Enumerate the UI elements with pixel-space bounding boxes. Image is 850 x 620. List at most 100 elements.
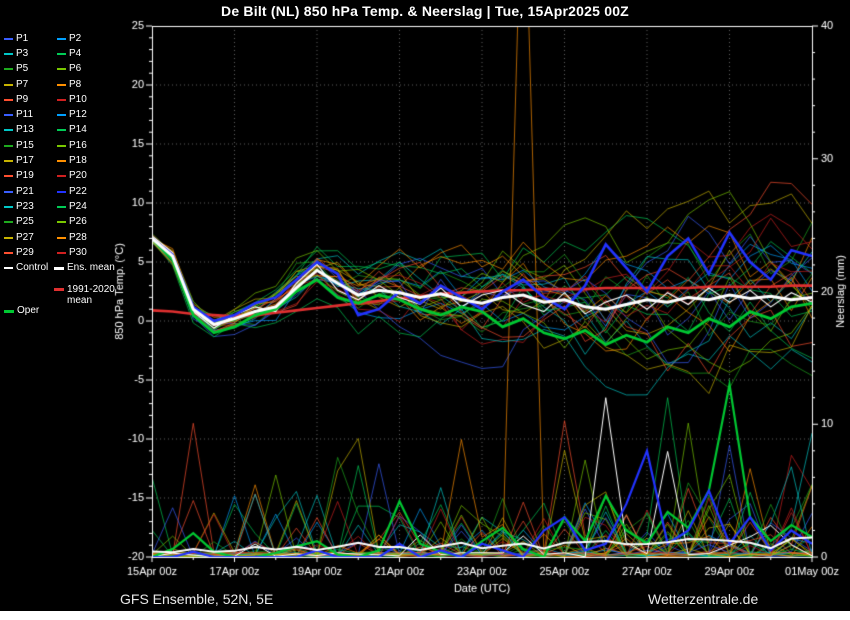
member-label: P7 — [16, 78, 29, 90]
member-line-sample — [4, 251, 13, 254]
member-line-sample — [4, 68, 13, 71]
member-line-sample — [57, 98, 66, 101]
member-line-sample — [4, 114, 13, 117]
page-title: De Bilt (NL) 850 hPa Temp. & Neerslag | … — [221, 3, 629, 19]
legend-ens-mean-label: Ens. mean — [67, 262, 115, 273]
legend-control-entry: Control — [4, 263, 48, 273]
member-line-sample — [57, 205, 66, 208]
member-label: P18 — [69, 155, 87, 167]
legend-member-p28: P28 — [57, 230, 110, 245]
member-line-sample — [4, 52, 13, 55]
legend-member-p11: P11 — [4, 107, 57, 122]
member-line-sample — [4, 221, 13, 224]
member-line-sample — [57, 236, 66, 239]
member-label: P4 — [69, 47, 82, 59]
member-label: P6 — [69, 63, 82, 75]
oper-line-sample — [4, 309, 14, 313]
member-label: P25 — [16, 216, 34, 228]
member-label: P20 — [69, 170, 87, 182]
legend-climate-line2: mean — [67, 295, 93, 306]
member-line-sample — [57, 251, 66, 254]
legend-member-p30: P30 — [57, 245, 110, 260]
member-label: P23 — [16, 200, 34, 212]
legend-member-p1: P1 — [4, 31, 57, 46]
member-label: P26 — [69, 216, 87, 228]
member-label: P24 — [69, 200, 87, 212]
legend-climate-mean-label: 1991-2020 mean — [67, 284, 115, 306]
member-label: P15 — [16, 139, 34, 151]
member-label: P12 — [69, 109, 87, 121]
member-label: P11 — [16, 109, 34, 121]
member-line-sample — [4, 129, 13, 132]
member-line-sample — [57, 221, 66, 224]
member-label: P16 — [69, 139, 87, 151]
member-label: P30 — [69, 246, 87, 258]
legend-member-p6: P6 — [57, 62, 110, 77]
legend-member-p4: P4 — [57, 46, 110, 61]
member-label: P19 — [16, 170, 34, 182]
member-label: P2 — [69, 32, 82, 44]
ensemble-members-legend: P1 P2 P3 P4 P5 P6 P7 P8 P9 P10 P11 P12 P13 P14 P15 P16 P… — [4, 31, 110, 260]
legend-member-p23: P23 — [4, 199, 57, 214]
model-caption: GFS Ensemble, 52N, 5E — [120, 591, 274, 607]
control-line-sample — [4, 267, 13, 269]
legend-member-p7: P7 — [4, 77, 57, 92]
legend-control-label: Control — [16, 262, 49, 273]
legend-climate-line1: 1991-2020 — [67, 284, 115, 295]
member-line-sample — [57, 175, 66, 178]
legend-member-p29: P29 — [4, 245, 57, 260]
member-label: P9 — [16, 93, 29, 105]
member-line-sample — [4, 205, 13, 208]
climate-mean-line-sample — [54, 288, 64, 291]
legend-member-p13: P13 — [4, 123, 57, 138]
legend-member-p5: P5 — [4, 62, 57, 77]
legend-member-p8: P8 — [57, 77, 110, 92]
ens-mean-line-sample — [54, 266, 64, 270]
member-label: P29 — [16, 246, 34, 258]
legend-member-p15: P15 — [4, 138, 57, 153]
member-line-sample — [4, 37, 13, 40]
member-line-sample — [4, 144, 13, 147]
member-line-sample — [57, 52, 66, 55]
member-line-sample — [4, 83, 13, 86]
legend-member-p22: P22 — [57, 184, 110, 199]
legend-member-p27: P27 — [4, 230, 57, 245]
legend-member-p20: P20 — [57, 169, 110, 184]
legend-member-p2: P2 — [57, 31, 110, 46]
member-label: P10 — [69, 93, 87, 105]
member-line-sample — [4, 98, 13, 101]
member-label: P14 — [69, 124, 87, 136]
member-label: P27 — [16, 231, 34, 243]
member-line-sample — [4, 175, 13, 178]
legend-member-p12: P12 — [57, 107, 110, 122]
member-label: P5 — [16, 63, 29, 75]
legend-oper-entry: Oper — [4, 306, 39, 316]
member-line-sample — [57, 37, 66, 40]
member-line-sample — [57, 129, 66, 132]
member-line-sample — [57, 160, 66, 163]
legend-member-p16: P16 — [57, 138, 110, 153]
member-line-sample — [4, 190, 13, 193]
member-label: P22 — [69, 185, 87, 197]
member-line-sample — [57, 144, 66, 147]
bottom-white-bar — [0, 611, 850, 620]
member-line-sample — [4, 160, 13, 163]
member-label: P1 — [16, 32, 29, 44]
site-credit: Wetterzentrale.de — [648, 591, 759, 607]
member-label: P21 — [16, 185, 34, 197]
member-label: P17 — [16, 155, 34, 167]
member-line-sample — [57, 68, 66, 71]
member-label: P3 — [16, 47, 29, 59]
member-label: P8 — [69, 78, 82, 90]
member-line-sample — [4, 236, 13, 239]
legend-member-p10: P10 — [57, 92, 110, 107]
legend-climate-mean-entry: 1991-2020 mean — [54, 284, 115, 306]
legend-member-p25: P25 — [4, 215, 57, 230]
member-line-sample — [57, 83, 66, 86]
member-line-sample — [57, 114, 66, 117]
legend-member-p17: P17 — [4, 153, 57, 168]
legend-member-p18: P18 — [57, 153, 110, 168]
legend-member-p3: P3 — [4, 46, 57, 61]
